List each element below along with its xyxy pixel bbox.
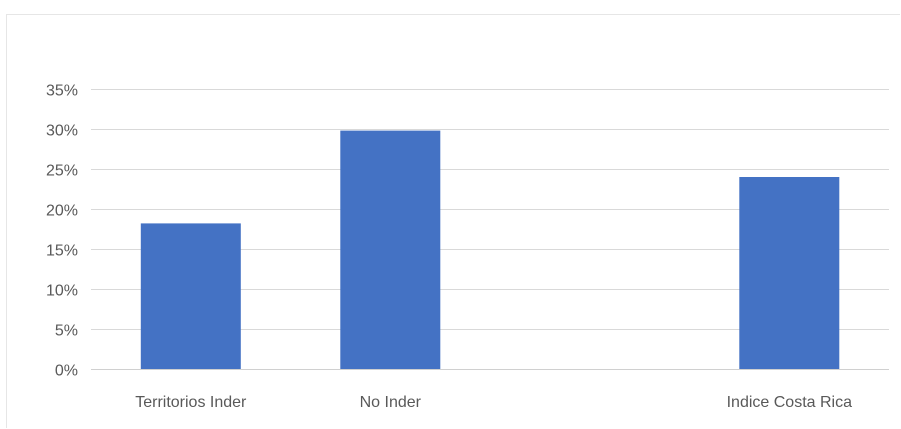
y-tick-label: 0%: [55, 363, 78, 380]
x-category-label: Indice Costa Rica: [727, 394, 852, 411]
y-axis-tick-labels: 0% 5% 10% 15% 20% 25% 30% 35%: [46, 83, 78, 380]
y-tick-label: 15%: [46, 243, 78, 260]
y-tick-label: 25%: [46, 163, 78, 180]
y-tick-label: 30%: [46, 123, 78, 140]
y-tick-label: 10%: [46, 283, 78, 300]
x-category-label: Territorios Inder: [135, 394, 247, 411]
bar: [340, 130, 441, 369]
x-axis-category-labels: Territorios Inder No Inder Indice Costa Ri…: [135, 394, 852, 411]
bar: [140, 223, 241, 369]
x-category-label: No Inder: [360, 394, 422, 411]
y-tick-label: 20%: [46, 203, 78, 220]
y-tick-label: 5%: [55, 323, 78, 340]
y-tick-label: 35%: [46, 83, 78, 100]
bar: [739, 177, 840, 369]
bars: [140, 130, 840, 369]
